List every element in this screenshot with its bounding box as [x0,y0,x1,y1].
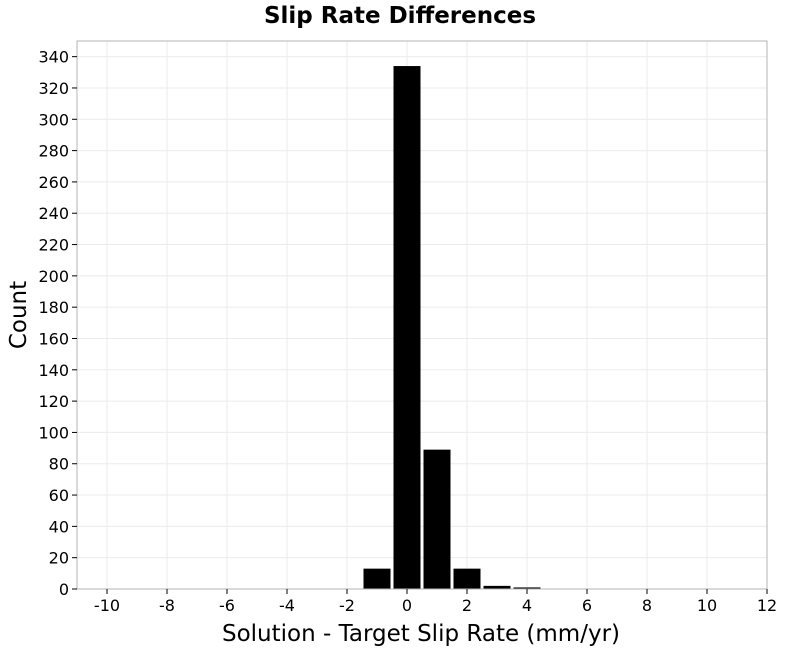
histogram-bars [363,66,541,589]
y-tick-label: 240 [38,204,69,223]
x-tick-label: 8 [642,596,652,615]
y-tick-label: 100 [38,423,69,442]
y-tick-label: 140 [38,361,69,380]
x-tick-label: 2 [462,596,472,615]
histogram-bar [393,66,421,589]
y-tick-label: 0 [59,580,69,599]
x-tick-label: 0 [402,596,412,615]
y-tick-label: 220 [38,236,69,255]
y-tick-label: 120 [38,392,69,411]
y-tick-label: 20 [49,549,69,568]
histogram-bar [453,568,481,589]
x-tick-label: 12 [757,596,777,615]
y-axis-title: Count [6,281,32,349]
x-axis: -10 -8 -6 -4 -2 0 2 4 6 8 10 12 [94,589,777,615]
y-tick-label: 300 [38,110,69,129]
x-tick-label: -6 [219,596,235,615]
y-tick-label: 180 [38,298,69,317]
y-tick-label: 200 [38,267,69,286]
y-tick-label: 40 [49,517,69,536]
y-tick-label: 320 [38,79,69,98]
histogram-bar [513,587,541,589]
y-tick-label: 260 [38,173,69,192]
x-tick-label: 6 [582,596,592,615]
y-tick-label: 160 [38,329,69,348]
x-axis-title: Solution - Target Slip Rate (mm/yr) [222,621,620,647]
x-tick-label: 4 [522,596,532,615]
x-tick-label: -2 [339,596,355,615]
x-tick-label: 10 [697,596,717,615]
y-tick-label: 80 [49,455,69,474]
x-tick-label: -8 [159,596,175,615]
y-axis: 0 20 40 60 80 100 120 140 160 180 200 220 240 260 280 3… [38,48,77,599]
plot-area-frame [76,40,768,590]
histogram-bar [483,585,511,589]
y-tick-label: 60 [49,486,69,505]
grid-lines [77,41,768,590]
chart-title: Slip Rate Differences [264,3,536,29]
x-tick-label: -4 [279,596,295,615]
histogram-bar [423,449,451,589]
y-tick-label: 280 [38,142,69,161]
histogram-bar [363,568,391,589]
y-tick-label: 340 [38,48,69,67]
x-tick-label: -10 [94,596,120,615]
